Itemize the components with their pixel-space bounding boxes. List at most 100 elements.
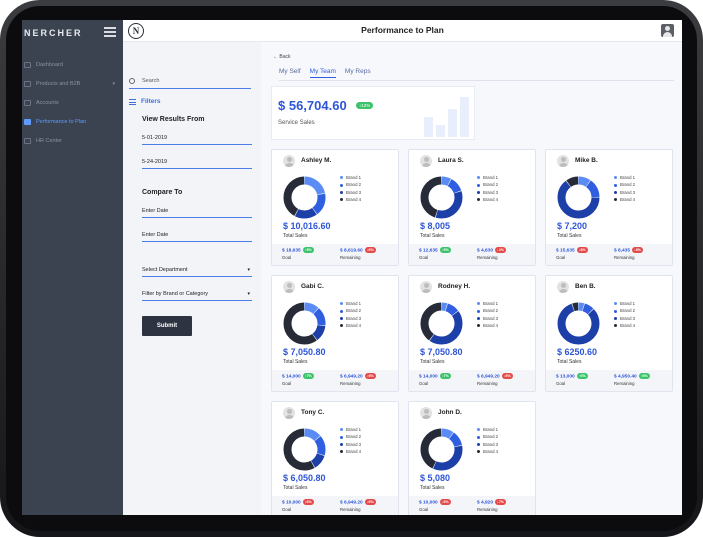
total-sales-label: Total Sales	[283, 485, 308, 491]
compare-start-field[interactable]: Enter Date	[142, 205, 252, 218]
brand-logo: N	[128, 23, 144, 39]
goal-change-badge: ↑6%	[576, 373, 588, 379]
donut-segment-brand-2	[283, 428, 326, 471]
brand-donut-chart	[283, 428, 326, 471]
total-sales-value: $ 10,016.60	[283, 221, 331, 231]
remaining-change-badge: ↓6%	[364, 373, 376, 379]
sidebar-item-products[interactable]: Products and B2B ▾	[22, 75, 123, 93]
legend-swatch	[477, 309, 480, 313]
brand-legend: Brand 1 Brand 2 Brand 3 Brand 4	[614, 300, 635, 330]
brand-donut-chart	[557, 176, 600, 219]
legend-item: Brand 2	[340, 433, 361, 440]
compare-end-field[interactable]: Enter Date	[142, 229, 252, 242]
back-link[interactable]: ← Back	[273, 54, 291, 60]
legend-item: Brand 4	[340, 448, 361, 455]
submit-button[interactable]: Submit	[142, 316, 192, 336]
tab-divider	[279, 80, 674, 81]
menu-icon[interactable]	[104, 27, 116, 37]
total-sales-label: Total Sales	[557, 233, 582, 239]
rep-card[interactable]: Gabi C. Brand 1 Brand 2 Brand 3 Brand 4 $ 7,0…	[271, 275, 399, 392]
total-sales-value: $ 6,050.80	[283, 473, 326, 483]
brand-legend: Brand 1 Brand 2 Brand 3 Brand 4	[477, 300, 498, 330]
chevron-down-icon: ▾	[247, 267, 250, 273]
sidebar: NERCHER Dashboard Products and B2B ▾ Acco…	[22, 20, 123, 515]
legend-item: Brand 1	[477, 174, 498, 181]
donut-segment-brand-4	[557, 176, 600, 219]
goal-change-badge: ↓6%	[302, 499, 314, 505]
avatar	[283, 155, 295, 167]
donut-segment-brand-3	[557, 302, 600, 345]
donut-segment-brand-2	[283, 176, 326, 219]
goal-label: Goal	[556, 255, 566, 260]
search-input[interactable]: Search	[129, 74, 251, 89]
remaining-value: $ 6,949.20 ↓6%	[340, 373, 376, 380]
rep-card[interactable]: Rodney H. Brand 1 Brand 2 Brand 3 Brand 4 $ 7…	[408, 275, 536, 392]
tab-my-team[interactable]: My Team	[309, 68, 336, 78]
department-select[interactable]: Select Department ▾	[142, 264, 252, 277]
tab-my-self[interactable]: My Self	[279, 68, 301, 75]
remaining-value: $ 4,630 ↓1%	[477, 247, 507, 254]
tab-my-reps[interactable]: My Reps	[344, 68, 371, 75]
rep-card[interactable]: Laura S. Brand 1 Brand 2 Brand 3 Brand 4 $ 8,…	[408, 149, 536, 266]
sidebar-item-performance[interactable]: Performance to Plan	[22, 113, 123, 131]
legend-item: Brand 4	[477, 196, 498, 203]
avatar	[420, 281, 432, 293]
remaining-label: Remaining	[614, 381, 635, 386]
rep-card[interactable]: Ben B. Brand 1 Brand 2 Brand 3 Brand 4 $ 6250…	[545, 275, 673, 392]
donut-segment-brand-4	[283, 302, 326, 345]
brand-category-select[interactable]: Filter by Brand or Category ▾	[142, 288, 252, 301]
sidebar-item-hr-center[interactable]: HR Center	[22, 132, 123, 150]
goal-value: $ 12,635 ↑9%	[419, 247, 451, 254]
user-avatar-icon[interactable]	[661, 24, 674, 37]
legend-swatch	[340, 302, 343, 306]
remaining-label: Remaining	[477, 507, 498, 512]
legend-item: Brand 2	[614, 307, 635, 314]
rep-card[interactable]: Mike B. Brand 1 Brand 2 Brand 3 Brand 4 $ 7,2…	[545, 149, 673, 266]
rep-card[interactable]: John D. Brand 1 Brand 2 Brand 3 Brand 4 $ 5,0…	[408, 401, 536, 515]
rep-card[interactable]: Ashley M. Brand 1 Brand 2 Brand 3 Brand 4 $ 1…	[271, 149, 399, 266]
avatar	[557, 155, 569, 167]
legend-item: Brand 1	[340, 426, 361, 433]
card-footer: $ 14,000 ↑7% Goal $ 6,949.20 ↓6% Remaining	[272, 370, 398, 391]
brand-donut-chart	[283, 176, 326, 219]
rep-card[interactable]: Tony C. Brand 1 Brand 2 Brand 3 Brand 4 $ 6,0…	[271, 401, 399, 515]
goal-label: Goal	[419, 381, 429, 386]
sidebar-item-dashboard[interactable]: Dashboard	[22, 56, 123, 74]
to-date-field[interactable]: 5-24-2019	[142, 156, 252, 169]
goal-change-badge: ↓8%	[576, 247, 588, 253]
remaining-value: $ 6,949.20 ↓6%	[340, 499, 376, 506]
legend-swatch	[614, 198, 617, 202]
sliders-icon	[129, 98, 136, 105]
legend-item: Brand 4	[614, 196, 635, 203]
donut-segment-brand-3	[420, 302, 463, 345]
avatar	[283, 281, 295, 293]
donut-segment-brand-3	[283, 176, 326, 219]
goal-value: $ 13,000 ↑6%	[556, 373, 588, 380]
goal-value: $ 14,000 ↑7%	[419, 373, 451, 380]
from-date-field[interactable]: 5-01-2019	[142, 132, 252, 145]
legend-swatch	[340, 428, 343, 432]
bar-chart-icon	[424, 93, 472, 137]
card-footer: $ 14,000 ↑7% Goal $ 6,949.20 ↓6% Remaining	[409, 370, 535, 391]
sidebar-item-accounts[interactable]: Accounts	[22, 94, 123, 112]
legend-item: Brand 3	[614, 315, 635, 322]
legend-item: Brand 3	[477, 315, 498, 322]
legend-swatch	[340, 309, 343, 313]
service-sales-value: $ 56,704.60	[278, 98, 347, 113]
search-icon	[129, 78, 135, 84]
brand-donut-chart	[420, 428, 463, 471]
remaining-change-badge: ↑6%	[638, 373, 650, 379]
legend-item: Brand 3	[340, 441, 361, 448]
legend-item: Brand 4	[340, 196, 361, 203]
top-bar: N Performance to Plan	[123, 20, 682, 42]
legend-item: Brand 4	[614, 322, 635, 329]
legend-swatch	[340, 324, 343, 328]
total-sales-value: $ 6250.60	[557, 347, 598, 357]
total-sales-label: Total Sales	[420, 359, 445, 365]
remaining-value: $ 4,950.40 ↑6%	[614, 373, 650, 380]
goal-value: $ 14,000 ↑7%	[282, 373, 314, 380]
service-sales-change-badge: ↑12%	[356, 102, 374, 109]
legend-swatch	[477, 428, 480, 432]
remaining-label: Remaining	[477, 381, 498, 386]
remaining-change-badge: ↓6%	[501, 373, 513, 379]
